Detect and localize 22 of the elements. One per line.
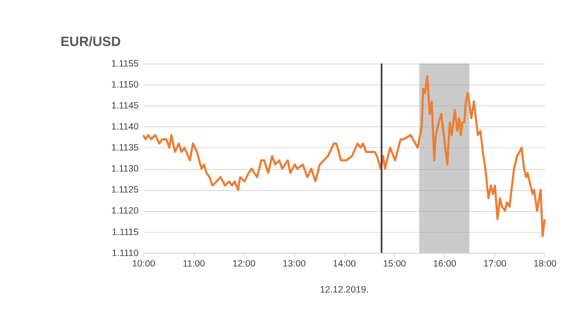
y-tick-label: 1.1120 [111,206,139,216]
y-tick-label: 1.1110 [112,248,139,258]
y-tick-label: 1.1140 [111,122,139,132]
line-series [142,75,546,238]
y-tick-label: 1.1115 [112,226,139,237]
y-tick-label: 1.1135 [111,142,139,153]
x-tick-label: 16:00 [433,258,456,269]
y-tick-label: 1.1125 [111,184,139,195]
y-tick-label: 1.1130 [111,164,139,174]
chart-title: EUR/USD [60,34,122,49]
x-axis-title: 12.12.2019. [320,284,369,295]
x-tick-label: 18:00 [534,258,557,269]
x-tick-label: 10:00 [132,258,156,269]
x-tick-label: 14:00 [332,258,356,269]
x-tick-label: 13:00 [282,258,306,269]
y-tick-label: 1.1145 [111,100,139,111]
x-tick-label: 17:00 [483,258,506,269]
y-tick-label: 1.1155 [111,58,139,68]
y-tick-label: 1.1150 [111,80,139,90]
x-tick-label: 15:00 [383,258,406,269]
x-tick-label: 12:00 [232,258,256,269]
x-tick-label: 11:00 [182,258,206,269]
